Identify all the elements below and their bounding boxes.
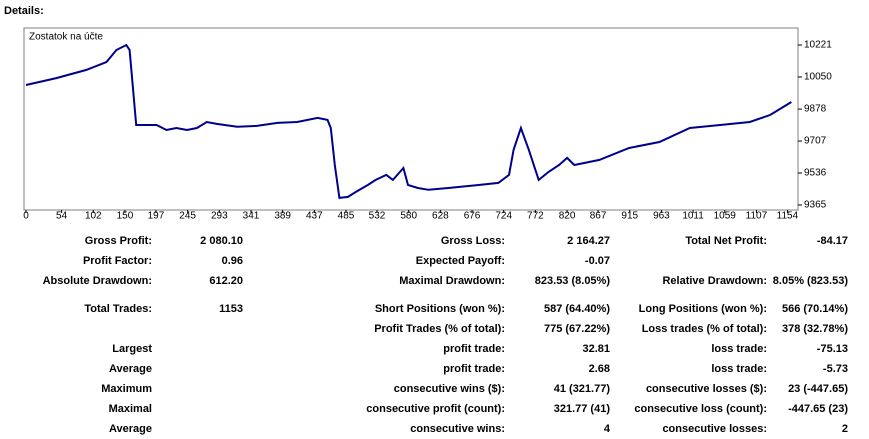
cell-label: Gross Loss: [441,235,505,247]
cell-value: 823.53 (8.05%) [535,275,611,287]
cell-value: 587 (64.40%) [544,303,610,315]
cell-label: Loss trades (% of total): [642,323,767,335]
x-tick-label: 628 [432,211,449,222]
x-tick-label: 485 [338,211,355,222]
cell-value: 321.77 (41) [554,403,611,415]
x-tick-label: 197 [148,211,165,222]
x-tick-label: 102 [85,211,102,222]
cell-label: Total Net Profit: [685,235,767,247]
y-tick-label: 10221 [804,40,832,51]
cell-label: loss trade: [711,363,767,375]
cell-label: Largest [112,343,152,355]
section-title: Details: [4,5,44,17]
cell-value: 378 (32.78%) [782,323,848,335]
cell-label: consecutive wins: [410,423,505,435]
cell-value: 4 [604,423,611,435]
cell-value: 0.96 [222,255,243,267]
cell-label: consecutive wins ($): [394,383,505,395]
cell-value: 2 [842,423,848,435]
cell-value: -0.07 [585,255,610,267]
x-tick-label: 915 [621,211,638,222]
x-tick-label: 150 [117,211,134,222]
x-tick-label: 1107 [746,211,768,222]
cell-value: 1153 [219,303,243,315]
legend-label: Zostatok na účte [29,32,103,43]
cell-value: -84.17 [817,235,848,247]
x-tick-label: 293 [211,211,228,222]
x-tick-label: 580 [400,211,417,222]
x-tick-label: 867 [590,211,607,222]
cell-label: Average [109,363,152,375]
cell-label: Long Positions (won %): [639,303,767,315]
cell-value: 41 (321.77) [554,383,611,395]
cell-label: Maximal [109,403,152,415]
cell-value: 775 (67.22%) [544,323,610,335]
x-tick-label: 389 [274,211,291,222]
cell-label: Short Positions (won %): [375,303,505,315]
cell-label: consecutive profit (count): [366,403,505,415]
x-tick-label: 724 [495,211,512,222]
cell-value: 2 080.10 [200,235,243,247]
cell-label: Absolute Drawdown: [43,275,152,287]
x-tick-label: 245 [179,211,196,222]
x-tick-label: 0 [23,211,29,222]
cell-label: Relative Drawdown: [662,275,767,287]
x-tick-label: 1059 [714,211,737,222]
cell-value: 612.20 [209,275,243,287]
balance-line [25,43,792,200]
cell-label: Total Trades: [84,303,152,315]
cell-label: consecutive losses ($): [646,383,767,395]
x-tick-label: 676 [464,211,481,222]
cell-label: profit trade: [443,363,505,375]
y-tick-label: 9878 [804,104,827,115]
x-tick-label: 437 [306,211,323,222]
x-tick-label: 820 [559,211,576,222]
cell-label: Profit Trades (% of total): [374,323,505,335]
cell-value: 2 164.27 [567,235,610,247]
x-tick-label: 963 [653,211,670,222]
y-tick-label: 9365 [804,200,827,211]
y-tick-label: 9536 [804,168,827,179]
y-tick-label: 9707 [804,136,827,147]
cell-value: 2.68 [589,363,610,375]
x-tick-label: 341 [243,211,260,222]
cell-label: Average [109,423,152,435]
cell-label: consecutive loss (count): [634,403,767,415]
cell-label: Gross Profit: [85,235,152,247]
cell-label: consecutive losses: [662,423,767,435]
y-tick-label: 10050 [804,72,832,83]
plot-frame [23,27,799,211]
cell-label: profit trade: [443,343,505,355]
cell-value: -5.73 [823,363,848,375]
cell-value: -447.65 (23) [788,403,848,415]
cell-label: loss trade: [711,343,767,355]
x-tick-label: 1154 [777,211,799,222]
x-tick-label: 54 [56,211,68,222]
cell-label: Maximal Drawdown: [399,275,505,287]
cell-value: 32.81 [582,343,610,355]
cell-label: Profit Factor: [83,255,152,267]
x-tick-label: 1011 [682,211,704,222]
cell-label: Expected Payoff: [416,255,505,267]
cell-value: 8.05% (823.53) [773,275,849,287]
x-tick-label: 532 [369,211,386,222]
cell-value: 566 (70.14%) [782,303,848,315]
cell-label: Maximum [101,383,152,395]
cell-value: -75.13 [817,343,848,355]
cell-value: 23 (-447.65) [788,383,848,395]
x-tick-label: 772 [527,211,544,222]
